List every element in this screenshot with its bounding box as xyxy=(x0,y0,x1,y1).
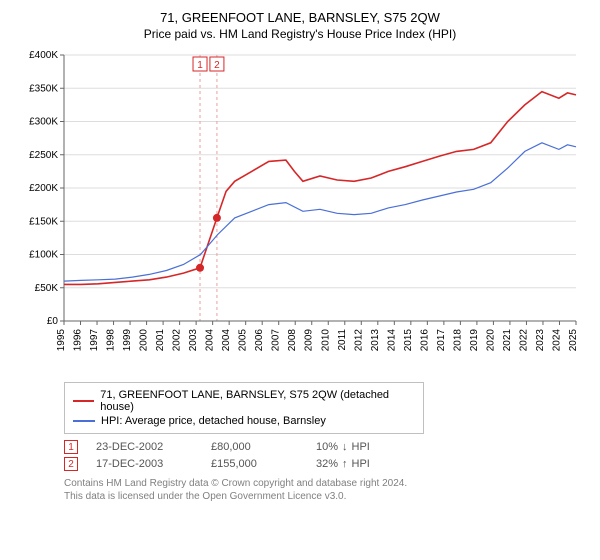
legend-item: HPI: Average price, detached house, Barn… xyxy=(73,415,415,427)
sale-marker-badge: 2 xyxy=(64,457,78,471)
sale-date: 17-DEC-2003 xyxy=(96,458,211,470)
svg-text:2000: 2000 xyxy=(139,329,150,352)
legend-label: 71, GREENFOOT LANE, BARNSLEY, S75 2QW (d… xyxy=(100,389,415,413)
sale-row: 2 17-DEC-2003£155,00032% ↑ HPI xyxy=(64,457,582,471)
sale-delta: 32% ↑ HPI xyxy=(316,458,370,470)
svg-text:1996: 1996 xyxy=(73,329,84,352)
svg-text:£250K: £250K xyxy=(29,150,58,161)
svg-text:2022: 2022 xyxy=(518,329,529,352)
chart-container: £0 £50K £100K £150K £200K £250K £300K £350K £400… xyxy=(18,49,582,374)
svg-text:£0: £0 xyxy=(47,316,59,327)
svg-text:2011: 2011 xyxy=(337,329,348,351)
svg-text:1999: 1999 xyxy=(122,329,133,352)
chart-title: 71, GREENFOOT LANE, BARNSLEY, S75 2QW xyxy=(18,10,582,25)
sale-delta-pct: 32% xyxy=(316,458,338,470)
svg-text:£400K: £400K xyxy=(29,50,58,61)
disclaimer-line-1: Contains HM Land Registry data © Crown c… xyxy=(64,478,407,489)
sale-marker-badge: 1 xyxy=(64,440,78,454)
svg-text:2015: 2015 xyxy=(403,329,414,352)
sale-date: 23-DEC-2002 xyxy=(96,441,211,453)
sale-delta-pct: 10% xyxy=(316,441,338,453)
price-chart: £0 £50K £100K £150K £200K £250K £300K £350K £400… xyxy=(18,49,582,369)
svg-text:1997: 1997 xyxy=(89,329,100,352)
arrow-up-icon: ↑ xyxy=(342,458,348,470)
svg-text:2002: 2002 xyxy=(172,329,183,352)
legend-item: 71, GREENFOOT LANE, BARNSLEY, S75 2QW (d… xyxy=(73,389,415,413)
disclaimer-line-2: This data is licensed under the Open Gov… xyxy=(64,491,346,502)
svg-text:£50K: £50K xyxy=(35,283,59,294)
svg-text:2025: 2025 xyxy=(568,329,579,352)
svg-text:2013: 2013 xyxy=(370,329,381,352)
svg-text:2014: 2014 xyxy=(386,329,397,352)
legend-swatch xyxy=(73,420,95,422)
sale-row: 1 23-DEC-2002£80,00010% ↓ HPI xyxy=(64,440,582,454)
svg-text:2007: 2007 xyxy=(271,329,282,352)
sale-price: £155,000 xyxy=(211,458,316,470)
svg-text:2019: 2019 xyxy=(469,329,480,352)
svg-text:2018: 2018 xyxy=(452,329,463,352)
sales-list: 1 23-DEC-2002£80,00010% ↓ HPI 2 17-DEC-2003£1… xyxy=(18,440,582,471)
sale-delta: 10% ↓ HPI xyxy=(316,441,370,453)
svg-text:2016: 2016 xyxy=(419,329,430,352)
sale-hpi-label: HPI xyxy=(352,458,370,470)
svg-text:2012: 2012 xyxy=(353,329,364,352)
svg-text:£350K: £350K xyxy=(29,83,58,94)
legend-label: HPI: Average price, detached house, Barn… xyxy=(101,415,326,427)
svg-text:2010: 2010 xyxy=(320,329,331,352)
svg-text:2023: 2023 xyxy=(535,329,546,352)
disclaimer: Contains HM Land Registry data © Crown c… xyxy=(64,477,582,503)
svg-text:2003: 2003 xyxy=(188,329,199,352)
svg-text:2008: 2008 xyxy=(287,329,298,352)
svg-text:2006: 2006 xyxy=(254,329,265,352)
svg-text:£200K: £200K xyxy=(29,183,58,194)
svg-text:1998: 1998 xyxy=(106,329,117,352)
svg-text:2004: 2004 xyxy=(205,329,216,352)
chart-subtitle: Price paid vs. HM Land Registry's House … xyxy=(18,27,582,41)
svg-text:2009: 2009 xyxy=(304,329,315,352)
svg-text:2021: 2021 xyxy=(502,329,513,352)
svg-text:1: 1 xyxy=(197,60,203,71)
svg-text:2024: 2024 xyxy=(551,329,562,352)
arrow-down-icon: ↓ xyxy=(342,441,348,453)
legend-swatch xyxy=(73,400,94,402)
svg-text:2004: 2004 xyxy=(221,329,232,352)
sale-price: £80,000 xyxy=(211,441,316,453)
svg-text:£150K: £150K xyxy=(29,216,58,227)
svg-text:2001: 2001 xyxy=(155,329,166,352)
sale-hpi-label: HPI xyxy=(352,441,370,453)
svg-text:£300K: £300K xyxy=(29,117,58,128)
svg-text:2017: 2017 xyxy=(436,329,447,352)
svg-text:2005: 2005 xyxy=(238,329,249,352)
svg-text:£100K: £100K xyxy=(29,250,58,261)
svg-text:1995: 1995 xyxy=(56,329,67,352)
legend: 71, GREENFOOT LANE, BARNSLEY, S75 2QW (d… xyxy=(64,382,424,434)
svg-text:2: 2 xyxy=(214,60,220,71)
svg-text:2020: 2020 xyxy=(485,329,496,352)
